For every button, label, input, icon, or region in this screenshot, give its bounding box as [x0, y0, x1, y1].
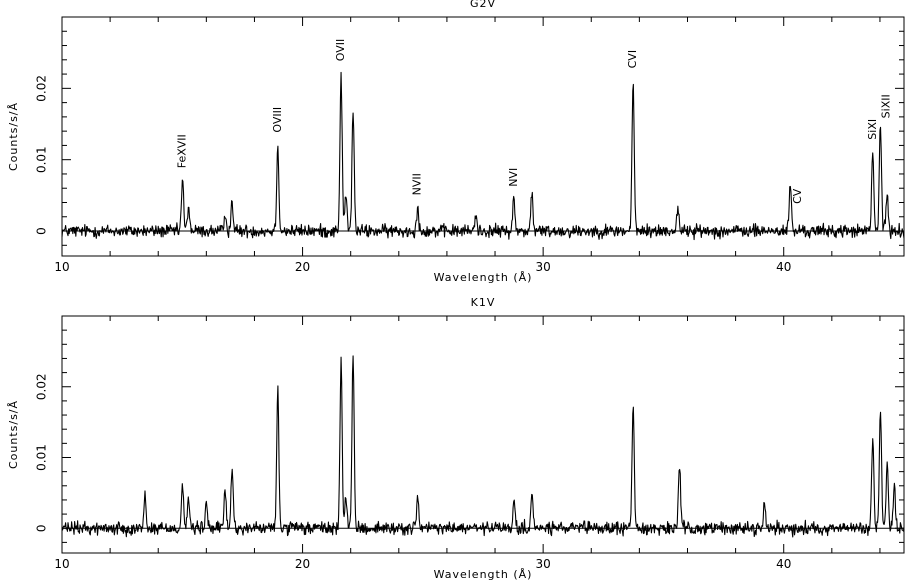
y-tick-label: 0.01 — [35, 444, 49, 471]
x-tick-label: 10 — [54, 260, 69, 274]
x-tick-label: 40 — [776, 260, 791, 274]
x-tick-label: 30 — [536, 260, 551, 274]
x-tick-label: 30 — [536, 557, 551, 571]
line-label: CV — [791, 188, 804, 204]
x-tick-label: 20 — [295, 260, 310, 274]
line-label: SiXI — [866, 119, 879, 140]
y-tick-label: 0.01 — [35, 146, 49, 173]
y-tick-label: 0 — [35, 524, 49, 532]
spectrum-line — [61, 355, 905, 538]
line-label: FeXVII — [175, 134, 188, 168]
x-tick-label: 10 — [54, 557, 69, 571]
spectrum-line — [61, 71, 905, 241]
spectrum-panel-1: G2V 10 20 30 40 0 0.01 0.02 Wavelength (Å) Counts… — [7, 0, 905, 284]
line-label: OVIII — [271, 107, 284, 133]
line-label: NVII — [411, 173, 424, 195]
x-tick-label: 20 — [295, 557, 310, 571]
line-label: CVI — [626, 50, 639, 68]
x-axis-title: Wavelength (Å) — [434, 271, 533, 284]
y-tick-label: 0 — [35, 227, 49, 235]
line-label: SiXII — [880, 94, 893, 118]
x-axis-title: Wavelength (Å) — [434, 568, 533, 580]
line-label: NVI — [507, 168, 520, 187]
panel-title: K1V — [471, 296, 496, 309]
x-tick-label: 40 — [776, 557, 791, 571]
spectrum-panel-2: K1V 10 20 30 40 0 0.01 0.02 Wavelength (Å) Counts… — [7, 296, 905, 581]
line-label: OVII — [334, 39, 347, 61]
plot-frame — [61, 315, 905, 554]
y-tick-label: 0.02 — [35, 75, 49, 102]
panel-title: G2V — [470, 0, 496, 10]
y-tick-label: 0.02 — [35, 373, 49, 400]
plot-frame — [61, 16, 905, 257]
y-axis-title: Counts/s/Å — [7, 400, 20, 469]
y-axis-title: Counts/s/Å — [7, 102, 20, 171]
